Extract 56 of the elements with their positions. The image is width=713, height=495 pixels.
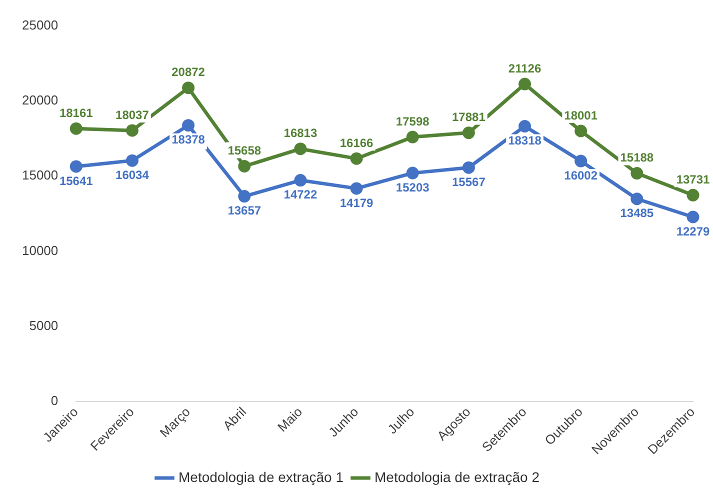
point: [182, 119, 195, 132]
point: [406, 130, 419, 144]
data-label: 18378: [172, 132, 206, 147]
data-label: 16813: [284, 126, 318, 140]
point: [462, 161, 475, 174]
data-label: 17881: [452, 110, 486, 124]
point: [70, 122, 82, 135]
point: [574, 154, 588, 168]
data-label: 13731: [676, 172, 710, 186]
point: [70, 160, 82, 173]
data-label: 18318: [508, 134, 542, 148]
point: [294, 142, 307, 156]
data-label: 16166: [340, 136, 374, 150]
point: [294, 174, 307, 187]
y-tick-label: 5000: [29, 318, 58, 333]
data-label: 15567: [452, 174, 486, 189]
point: [630, 192, 644, 206]
point: [518, 120, 532, 132]
point: [182, 82, 195, 94]
data-label: 17598: [396, 114, 430, 128]
point: [462, 126, 475, 140]
point: [686, 210, 700, 224]
data-label: 14722: [284, 188, 318, 202]
y-tick-label: 0: [50, 393, 58, 408]
data-label: 14179: [340, 196, 374, 210]
point: [126, 124, 138, 137]
data-label: 16034: [116, 168, 150, 182]
y-tick-label: 15000: [22, 168, 58, 183]
y-tick-label: 20000: [22, 92, 58, 108]
data-label: 15641: [59, 174, 94, 188]
point: [238, 160, 251, 172]
point: [686, 188, 700, 202]
point: [350, 182, 363, 195]
data-label: 13657: [228, 204, 262, 218]
data-label: 18037: [116, 108, 150, 122]
data-label: 15658: [228, 144, 262, 158]
point: [518, 78, 532, 90]
y-tick-label: 25000: [22, 17, 58, 32]
point: [406, 166, 419, 180]
data-label: 12279: [676, 224, 710, 238]
data-label: 15203: [396, 180, 430, 194]
data-label: 13485: [620, 206, 654, 220]
y-tick-label: 10000: [22, 242, 58, 258]
point: [126, 154, 138, 167]
point: [630, 167, 644, 180]
data-label: 18161: [59, 106, 94, 120]
data-label: 16002: [564, 168, 598, 182]
legend-label: Metodologia de extração 1: [178, 468, 344, 485]
point: [574, 124, 588, 138]
data-label: 20872: [172, 65, 206, 80]
data-label: 21126: [508, 61, 542, 76]
legend-label: Metodologia de extração 2: [374, 468, 540, 485]
point: [238, 190, 251, 203]
point: [350, 152, 363, 165]
data-label: 15188: [620, 150, 654, 165]
data-label: 18001: [564, 108, 598, 122]
